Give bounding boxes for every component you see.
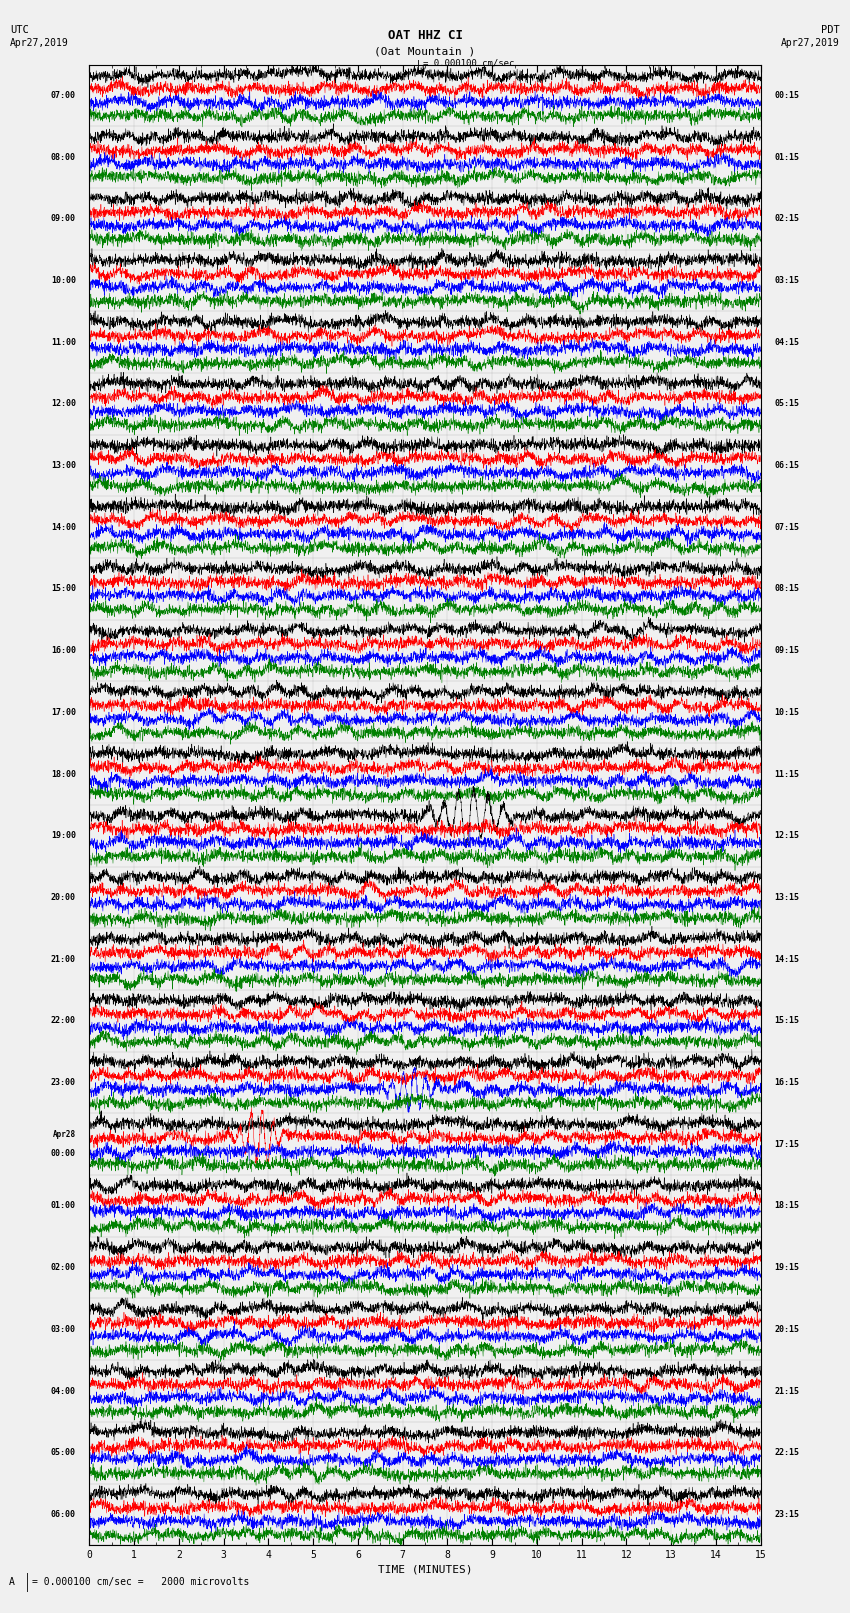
Text: = 0.000100 cm/sec: = 0.000100 cm/sec	[423, 58, 514, 68]
Text: UTC: UTC	[10, 26, 29, 35]
Text: 18:00: 18:00	[51, 769, 76, 779]
Text: 18:15: 18:15	[774, 1202, 799, 1210]
Text: 21:00: 21:00	[51, 955, 76, 963]
Text: Apr27,2019: Apr27,2019	[10, 39, 69, 48]
Text: 23:15: 23:15	[774, 1510, 799, 1519]
Text: 06:00: 06:00	[51, 1510, 76, 1519]
Text: 02:00: 02:00	[51, 1263, 76, 1273]
Text: 09:15: 09:15	[774, 647, 799, 655]
Text: 16:15: 16:15	[774, 1077, 799, 1087]
Text: 04:15: 04:15	[774, 337, 799, 347]
Text: 03:00: 03:00	[51, 1324, 76, 1334]
Text: 14:00: 14:00	[51, 523, 76, 532]
Text: 15:00: 15:00	[51, 584, 76, 594]
Text: 02:15: 02:15	[774, 215, 799, 223]
Text: 07:00: 07:00	[51, 90, 76, 100]
Text: 06:15: 06:15	[774, 461, 799, 469]
Text: 12:00: 12:00	[51, 400, 76, 408]
Text: 01:00: 01:00	[51, 1202, 76, 1210]
Text: 09:00: 09:00	[51, 215, 76, 223]
Text: PDT: PDT	[821, 26, 840, 35]
Text: 00:15: 00:15	[774, 90, 799, 100]
Text: Apr28: Apr28	[53, 1131, 76, 1139]
Text: 20:00: 20:00	[51, 894, 76, 902]
Text: 10:15: 10:15	[774, 708, 799, 716]
Text: 08:00: 08:00	[51, 153, 76, 161]
Text: 14:15: 14:15	[774, 955, 799, 963]
Text: 21:15: 21:15	[774, 1387, 799, 1395]
Text: 11:00: 11:00	[51, 337, 76, 347]
Text: 19:00: 19:00	[51, 831, 76, 840]
Text: 00:00: 00:00	[51, 1148, 76, 1158]
Text: 13:00: 13:00	[51, 461, 76, 469]
Text: 11:15: 11:15	[774, 769, 799, 779]
Text: 17:00: 17:00	[51, 708, 76, 716]
Text: 08:15: 08:15	[774, 584, 799, 594]
Text: OAT HHZ CI: OAT HHZ CI	[388, 29, 462, 42]
Text: A: A	[8, 1578, 14, 1587]
Text: 12:15: 12:15	[774, 831, 799, 840]
Text: Apr27,2019: Apr27,2019	[781, 39, 840, 48]
Text: 01:15: 01:15	[774, 153, 799, 161]
Text: (Oat Mountain ): (Oat Mountain )	[374, 47, 476, 56]
Text: 05:15: 05:15	[774, 400, 799, 408]
Text: 20:15: 20:15	[774, 1324, 799, 1334]
Text: 17:15: 17:15	[774, 1140, 799, 1148]
Text: 22:00: 22:00	[51, 1016, 76, 1026]
Text: 07:15: 07:15	[774, 523, 799, 532]
Text: 04:00: 04:00	[51, 1387, 76, 1395]
Text: 16:00: 16:00	[51, 647, 76, 655]
Text: 03:15: 03:15	[774, 276, 799, 286]
Text: 19:15: 19:15	[774, 1263, 799, 1273]
Text: 10:00: 10:00	[51, 276, 76, 286]
X-axis label: TIME (MINUTES): TIME (MINUTES)	[377, 1565, 473, 1574]
Text: = 0.000100 cm/sec =   2000 microvolts: = 0.000100 cm/sec = 2000 microvolts	[32, 1578, 250, 1587]
Text: 22:15: 22:15	[774, 1448, 799, 1457]
Text: 13:15: 13:15	[774, 894, 799, 902]
Text: 23:00: 23:00	[51, 1077, 76, 1087]
Text: 15:15: 15:15	[774, 1016, 799, 1026]
Text: 05:00: 05:00	[51, 1448, 76, 1457]
